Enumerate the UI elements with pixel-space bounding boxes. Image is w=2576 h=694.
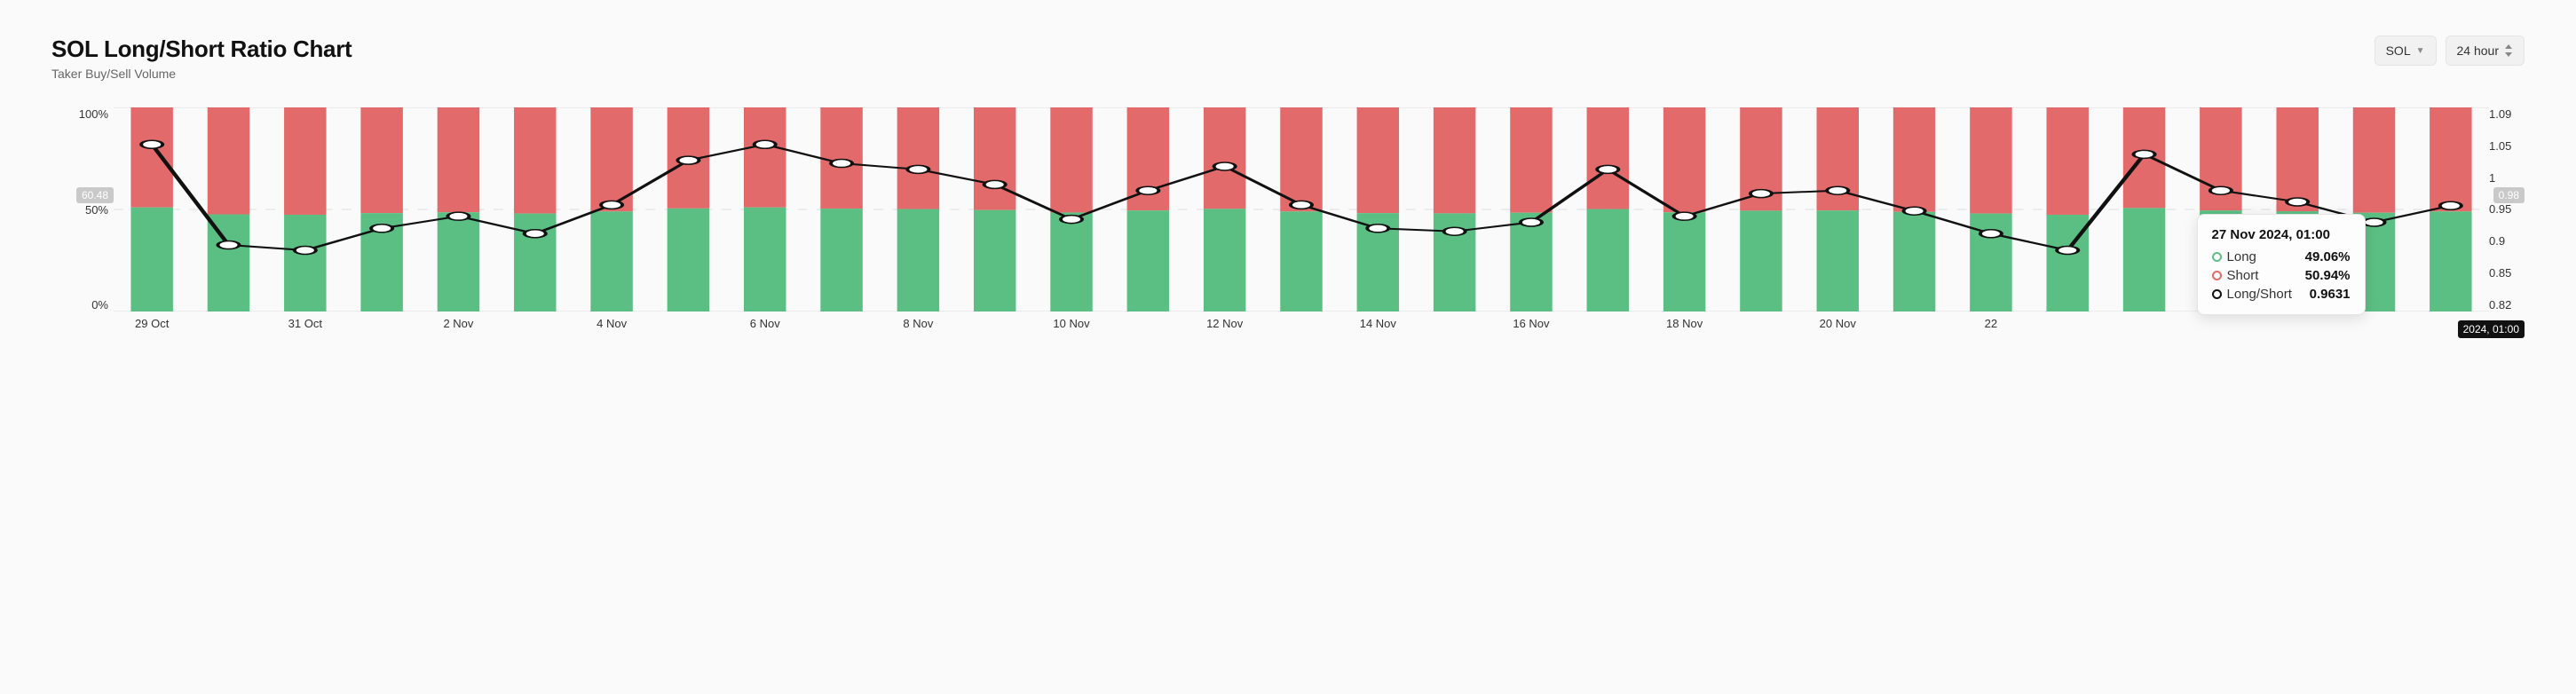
controls: SOL ▼ 24 hour xyxy=(2375,35,2525,66)
tooltip-title: 27 Nov 2024, 01:00 xyxy=(2212,227,2351,242)
y-left-tick: 100% xyxy=(79,107,108,121)
y-right-tick: 1 xyxy=(2489,171,2495,185)
x-tick: 12 Nov xyxy=(1206,317,1243,330)
tooltip-row: Long/Short0.9631 xyxy=(2212,287,2351,302)
y-right-tick: 0.9 xyxy=(2489,234,2505,248)
x-tick: 18 Nov xyxy=(1666,317,1703,330)
chart-header: SOL Long/Short Ratio Chart Taker Buy/Sel… xyxy=(51,35,2525,81)
symbol-dropdown[interactable]: SOL ▼ xyxy=(2375,35,2437,66)
page-subtitle: Taker Buy/Sell Volume xyxy=(51,67,352,81)
y-right-tick: 0.82 xyxy=(2489,298,2511,312)
y-left-badge: 60.48 xyxy=(76,187,114,203)
x-tick: 14 Nov xyxy=(1360,317,1396,330)
x-tick: 2 Nov xyxy=(443,317,473,330)
x-tick: 10 Nov xyxy=(1053,317,1089,330)
y-right-tick: 1.09 xyxy=(2489,107,2511,121)
title-block: SOL Long/Short Ratio Chart Taker Buy/Sel… xyxy=(51,35,352,81)
x-tick: 31 Oct xyxy=(288,317,322,330)
y-right-tick: 0.85 xyxy=(2489,266,2511,280)
chart-container: 100% 50% 0% 60.48 1.09 1.05 1 0.95 0.9 0… xyxy=(51,107,2525,338)
y-axis-left: 100% 50% 0% 60.48 xyxy=(51,107,114,312)
x-tick: 22 xyxy=(1985,317,1997,330)
page-title: SOL Long/Short Ratio Chart xyxy=(51,35,352,63)
x-tick: 8 Nov xyxy=(903,317,933,330)
x-axis-badge: 2024, 01:00 xyxy=(2458,320,2525,338)
y-right-badge: 0.98 xyxy=(2493,187,2525,203)
stepper-icon xyxy=(2504,44,2513,57)
y-right-tick: 0.95 xyxy=(2489,202,2511,216)
x-tick: 6 Nov xyxy=(750,317,780,330)
caret-down-icon: ▼ xyxy=(2416,46,2425,56)
x-tick: 20 Nov xyxy=(1820,317,1856,330)
y-axis-right: 1.09 1.05 1 0.95 0.9 0.85 0.82 0.98 xyxy=(2489,107,2525,312)
x-tick: 4 Nov xyxy=(597,317,627,330)
symbol-value: SOL xyxy=(2386,43,2411,58)
y-right-tick: 1.05 xyxy=(2489,139,2511,153)
x-axis: 2024, 01:00 29 Oct31 Oct2 Nov4 Nov6 Nov8… xyxy=(114,317,2489,338)
x-tick: 16 Nov xyxy=(1513,317,1549,330)
y-left-tick: 0% xyxy=(91,298,108,312)
x-tick: 29 Oct xyxy=(135,317,169,330)
chart-svg xyxy=(114,107,2489,312)
tooltip: 27 Nov 2024, 01:00 Long49.06% Short50.94%… xyxy=(2197,214,2366,315)
interval-value: 24 hour xyxy=(2457,43,2499,58)
tooltip-row: Long49.06% xyxy=(2212,249,2351,264)
interval-dropdown[interactable]: 24 hour xyxy=(2446,35,2525,66)
y-left-tick: 50% xyxy=(85,203,108,217)
plot-area[interactable]: 27 Nov 2024, 01:00 Long49.06% Short50.94%… xyxy=(114,107,2489,312)
tooltip-row: Short50.94% xyxy=(2212,268,2351,283)
